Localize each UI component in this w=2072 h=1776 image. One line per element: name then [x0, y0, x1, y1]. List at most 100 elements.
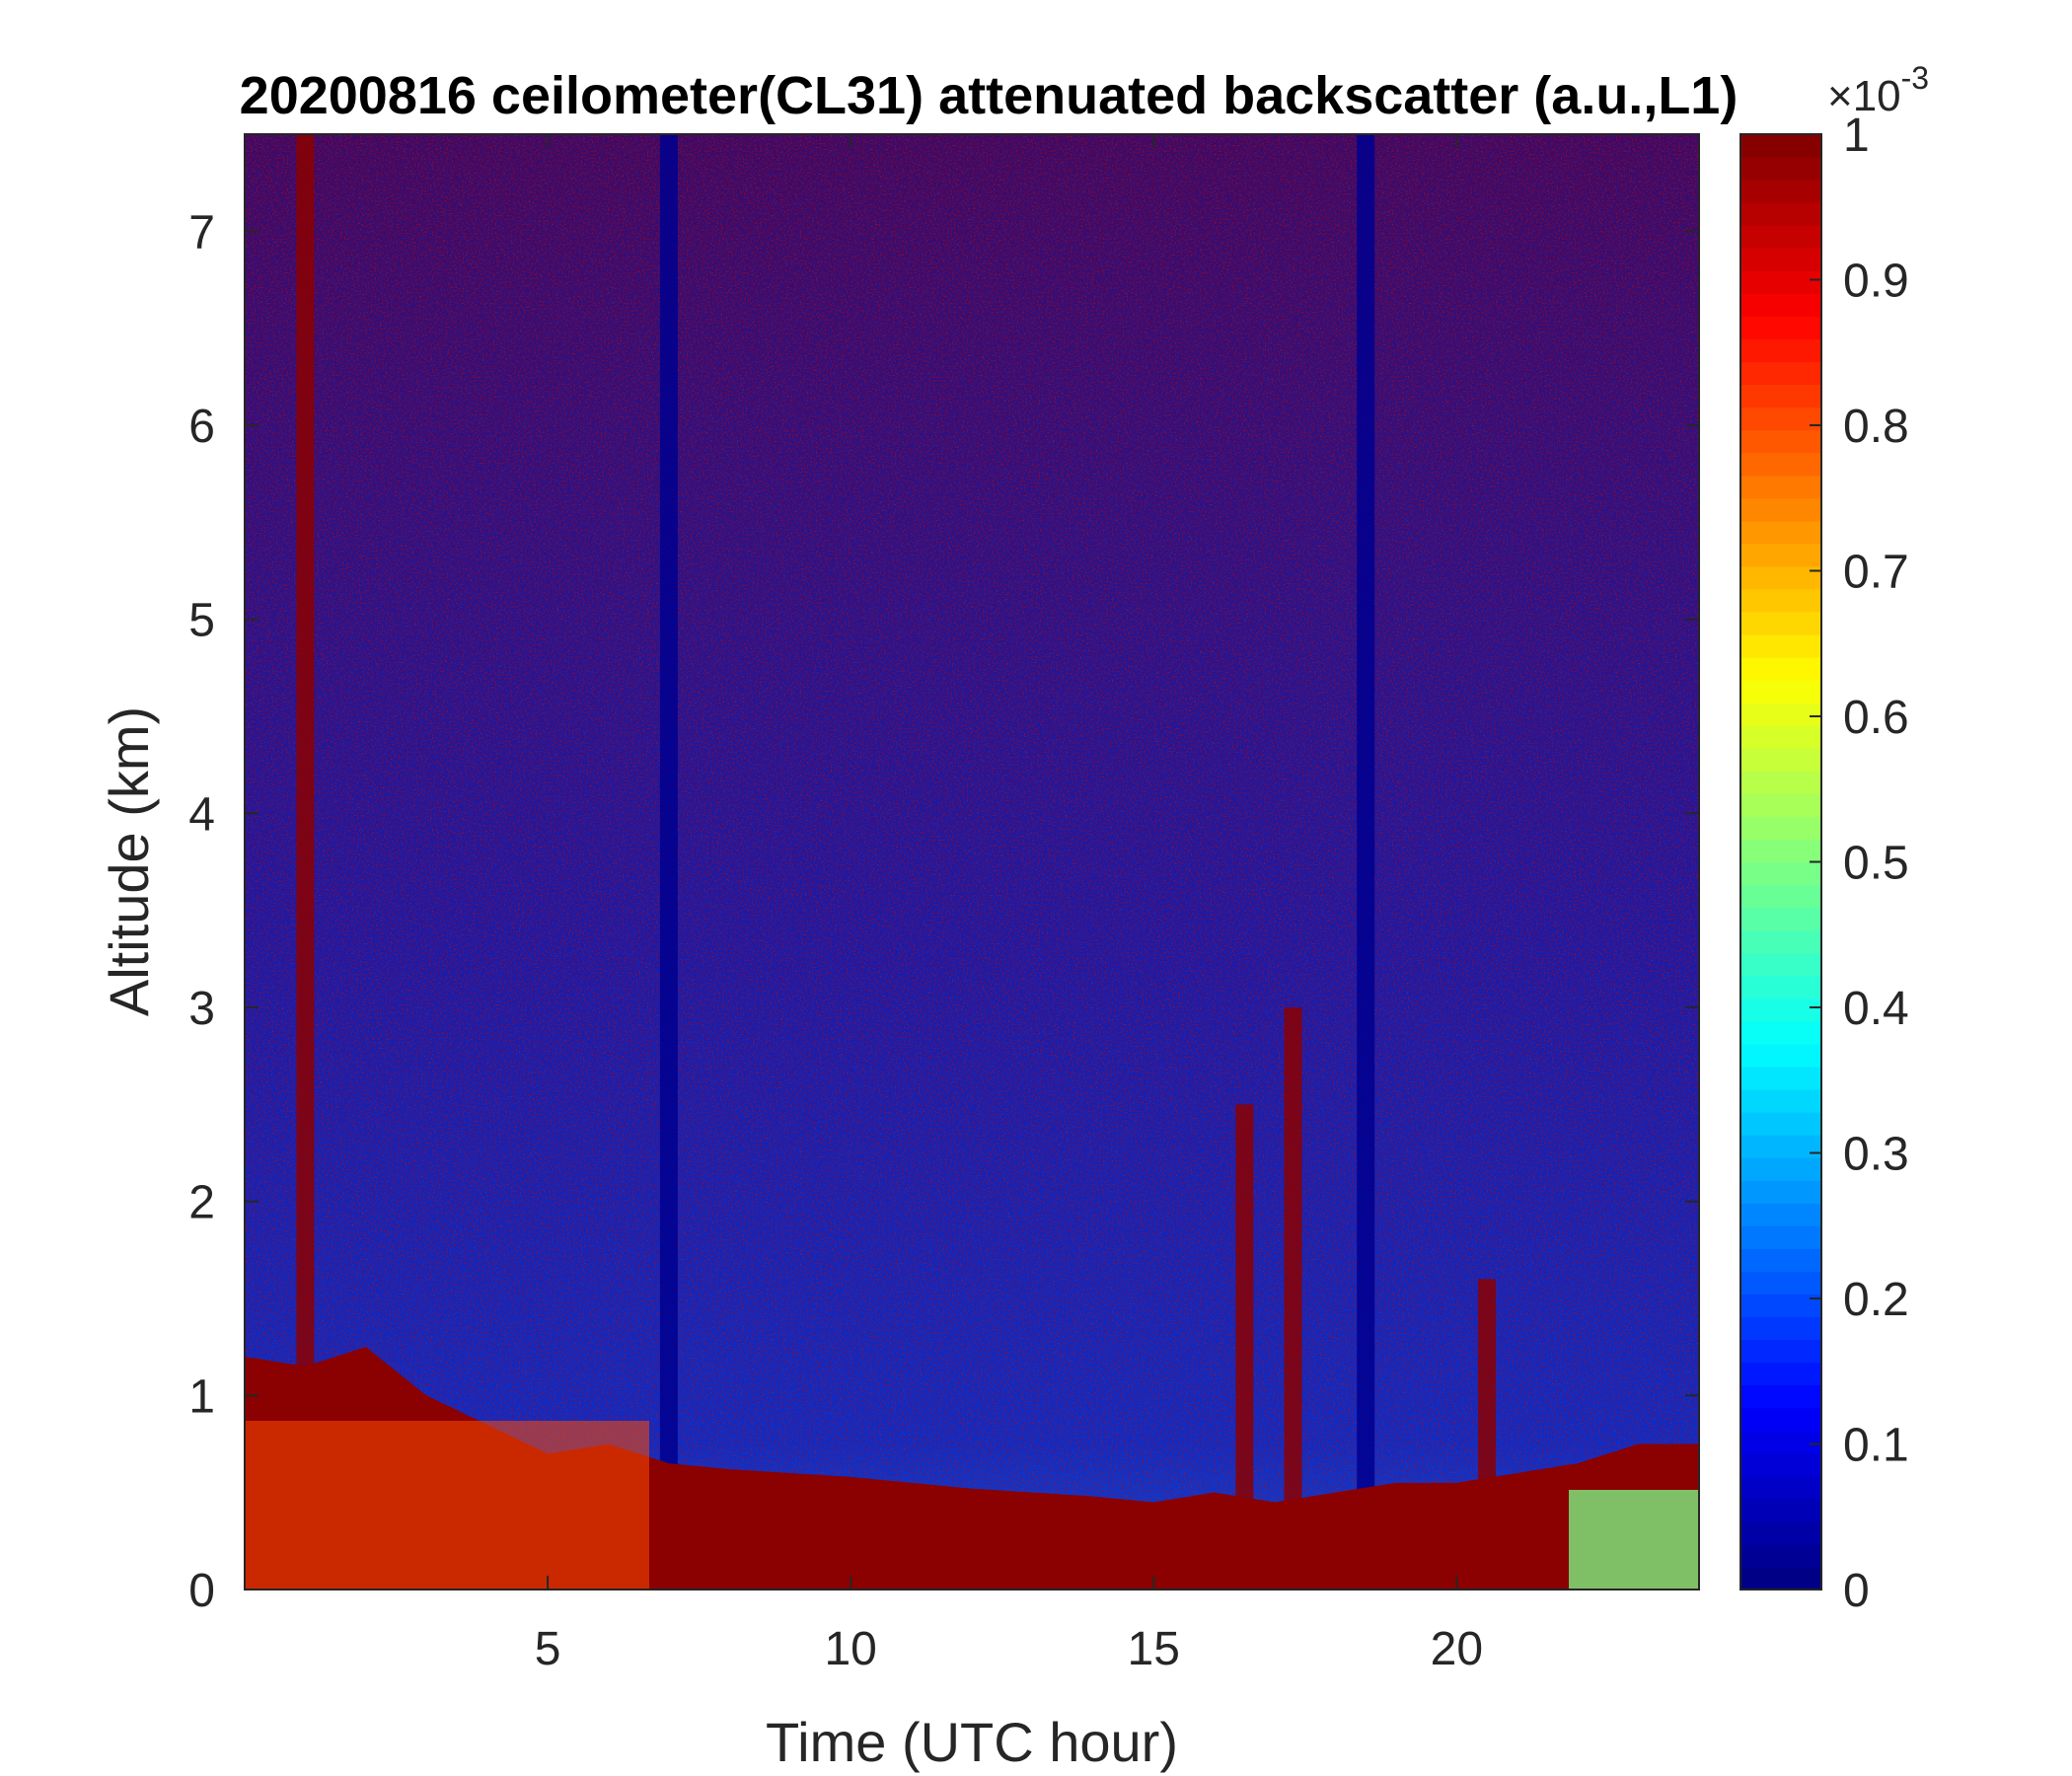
colorbar-segment [1740, 839, 1821, 863]
colorbar-segment [1740, 1316, 1821, 1341]
colorbar-segment [1740, 1384, 1821, 1409]
colorbar-segment [1740, 134, 1821, 158]
colorbar-exponent: ×10-3 [1827, 60, 1929, 120]
colorbar-segment [1740, 1362, 1821, 1386]
colorbar-segment [1740, 1020, 1821, 1045]
colorbar-segment [1740, 703, 1821, 726]
colorbar-tick-label: 0 [1843, 1565, 1870, 1617]
colorbar-segment [1740, 1066, 1821, 1090]
colorbar-segment [1740, 316, 1821, 340]
late-evening-layer [1569, 1490, 1699, 1589]
colorbar-segment [1740, 270, 1821, 294]
colorbar-segment [1740, 429, 1821, 454]
colorbar-segment [1740, 1452, 1821, 1477]
y-tick-label: 7 [188, 206, 215, 259]
vertical-feature-2 [1235, 1104, 1254, 1590]
colorbar-segment [1740, 1498, 1821, 1522]
vertical-feature-1 [659, 134, 678, 1590]
colorbar-segment [1740, 588, 1821, 613]
colorbar-segment [1740, 816, 1821, 841]
colorbar-tick-label: 0.1 [1843, 1420, 1909, 1472]
colorbar-segment [1740, 634, 1821, 658]
colorbar-segment [1740, 725, 1821, 749]
vertical-feature-4 [1357, 134, 1375, 1590]
vertical-feature-0 [296, 134, 315, 1590]
x-axis-ticks: 5 10 15 20 [535, 134, 1483, 1675]
colorbar-exponent-base: ×10 [1827, 72, 1901, 120]
colorbar-segment [1740, 907, 1821, 931]
y-axis-label: Altitude (km) [98, 706, 160, 1016]
colorbar-segment [1740, 497, 1821, 522]
colorbar-segment [1740, 1135, 1821, 1158]
colorbar: 0 0.1 0.2 0.3 0.4 0.5 0.6 0.7 0.8 0.9 1 [1740, 110, 1909, 1617]
y-tick-label: 2 [188, 1177, 215, 1229]
colorbar-segment [1740, 407, 1821, 431]
colorbar-tick-label: 0.6 [1843, 692, 1909, 744]
morning-residual-layer [245, 1421, 649, 1589]
colorbar-segment [1740, 1543, 1821, 1568]
chart-title: 20200816 ceilometer(CL31) attenuated bac… [240, 66, 1739, 125]
colorbar-segment [1740, 565, 1821, 590]
colorbar-tick-label: 0.5 [1843, 838, 1909, 890]
colorbar-tick-label: 0.9 [1843, 256, 1909, 308]
colorbar-tick-label: 0.3 [1843, 1129, 1909, 1181]
colorbar-segment [1740, 861, 1821, 886]
heatmap-speckle-blue [245, 134, 1699, 1590]
colorbar-segment [1740, 1112, 1821, 1136]
colorbar-segment [1740, 543, 1821, 567]
x-tick-label: 10 [824, 1623, 876, 1675]
colorbar-segment [1740, 384, 1821, 408]
y-axis-ticks: 0 1 2 3 4 5 6 7 [188, 206, 1699, 1617]
colorbar-segment [1740, 793, 1821, 818]
colorbar-segment [1740, 1088, 1821, 1113]
colorbar-segment [1740, 611, 1821, 635]
colorbar-segment [1740, 452, 1821, 477]
colorbar-segment [1740, 1407, 1821, 1432]
colorbar-segment [1740, 1430, 1821, 1454]
colorbar-exponent-power: -3 [1901, 60, 1929, 96]
colorbar-segment [1740, 1475, 1821, 1500]
colorbar-segment [1740, 884, 1821, 909]
x-tick-label: 20 [1431, 1623, 1483, 1675]
colorbar-segment [1740, 1225, 1821, 1249]
colorbar-segment [1740, 1566, 1821, 1591]
plot-frame [244, 133, 1700, 1591]
colorbar-segment [1740, 202, 1821, 226]
colorbar-segment [1740, 475, 1821, 499]
colorbar-segment [1740, 1520, 1821, 1545]
colorbar-segment [1740, 657, 1821, 681]
colorbar-segment [1740, 338, 1821, 363]
colorbar-tick-label: 0.8 [1843, 401, 1909, 453]
colorbar-segment [1740, 1248, 1821, 1272]
colorbar-segment [1740, 361, 1821, 386]
colorbar-segment [1740, 680, 1821, 703]
x-tick-label: 5 [535, 1623, 561, 1675]
colorbar-tick-label: 0.7 [1843, 547, 1909, 599]
colorbar-segment [1740, 998, 1821, 1022]
y-tick-label: 0 [188, 1565, 215, 1617]
colorbar-segment [1740, 929, 1821, 954]
colorbar-tick-label: 1 [1843, 110, 1870, 162]
colorbar-segment [1740, 1294, 1821, 1318]
vertical-feature-3 [1284, 1007, 1302, 1590]
y-tick-label: 5 [188, 595, 215, 647]
colorbar-segment [1740, 1271, 1821, 1295]
colorbar-frame [1739, 133, 1822, 1591]
colorbar-segment [1740, 952, 1821, 977]
x-tick-label: 15 [1128, 1623, 1180, 1675]
x-axis-label: Time (UTC hour) [766, 1711, 1178, 1773]
plot-area [245, 134, 1699, 1590]
colorbar-segment [1740, 293, 1821, 317]
colorbar-segment [1740, 520, 1821, 545]
colorbar-segment [1740, 1339, 1821, 1364]
colorbar-segment [1740, 975, 1821, 999]
colorbar-tick-label: 0.4 [1843, 983, 1909, 1035]
colorbar-segment [1740, 771, 1821, 794]
y-tick-label: 6 [188, 401, 215, 453]
colorbar-segment [1740, 748, 1821, 772]
colorbar-segment [1740, 225, 1821, 249]
y-tick-label: 3 [188, 983, 215, 1035]
colorbar-tick-label: 0.2 [1843, 1274, 1909, 1326]
colorbar-segment [1740, 180, 1821, 203]
